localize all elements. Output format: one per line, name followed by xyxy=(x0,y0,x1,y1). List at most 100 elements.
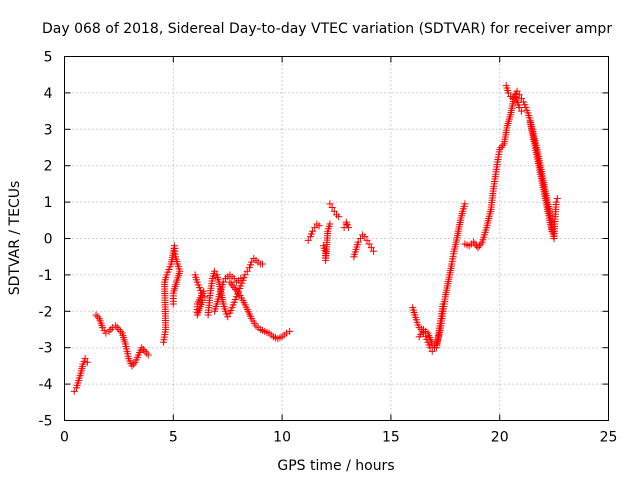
data-point xyxy=(144,351,152,359)
chart-title: Day 068 of 2018, Sidereal Day-to-day VTE… xyxy=(42,21,612,37)
data-point xyxy=(248,258,256,266)
x-axis-label: GPS time / hours xyxy=(277,458,394,474)
data-point xyxy=(282,329,290,337)
data-point xyxy=(199,296,207,304)
data-point xyxy=(237,275,245,283)
data-point xyxy=(230,275,238,283)
data-point xyxy=(475,242,483,250)
plot-frame xyxy=(64,56,609,421)
data-point xyxy=(513,87,521,95)
data-point xyxy=(243,267,251,275)
data-point xyxy=(128,362,136,370)
data-point xyxy=(504,89,512,97)
y-tick-label: 0 xyxy=(44,232,53,248)
data-point xyxy=(113,324,121,332)
data-point xyxy=(138,344,146,352)
data-point xyxy=(259,260,267,268)
data-point xyxy=(224,313,232,321)
data-point xyxy=(517,94,525,102)
data-point xyxy=(141,347,149,355)
x-tick-label: 5 xyxy=(169,430,178,446)
data-point xyxy=(315,222,323,230)
data-point xyxy=(241,271,249,279)
data-point xyxy=(107,326,115,333)
y-tick-label: -5 xyxy=(39,414,53,430)
data-point xyxy=(369,247,377,255)
data-point xyxy=(553,194,561,202)
data-point xyxy=(112,322,120,330)
y-tick-label: -2 xyxy=(39,304,53,320)
data-point xyxy=(311,224,319,232)
x-tick-labels: 0 5 10 15 20 25 xyxy=(60,430,617,446)
x-tick-label: 10 xyxy=(273,430,291,446)
data-point xyxy=(81,355,89,363)
data-point xyxy=(461,200,469,208)
data-point xyxy=(230,284,238,292)
data-point xyxy=(499,142,507,150)
data-point xyxy=(219,278,227,286)
data-point xyxy=(227,280,235,288)
data-point xyxy=(363,236,371,244)
data-point xyxy=(139,346,147,354)
data-point xyxy=(361,233,369,241)
grid-lines xyxy=(64,56,609,421)
data-point xyxy=(496,145,504,153)
data-point xyxy=(474,244,482,252)
data-point xyxy=(428,347,436,355)
data-point xyxy=(326,220,334,228)
y-axis-label: SDTVAR / TECUs xyxy=(7,181,23,296)
x-tick-label: 20 xyxy=(491,430,509,446)
y-tick-label: -1 xyxy=(39,268,53,284)
y-tick-label: 1 xyxy=(44,195,53,211)
data-point xyxy=(335,213,343,221)
data-point xyxy=(143,349,151,357)
data-point xyxy=(115,326,123,333)
y-tick-labels: -5 -4 -3 -2 -1 0 1 2 3 4 5 xyxy=(39,50,53,430)
data-point xyxy=(102,329,110,337)
data-point xyxy=(169,300,177,308)
data-point xyxy=(70,387,78,395)
y-tick-label: -4 xyxy=(39,377,53,393)
data-point xyxy=(367,244,375,252)
data-point xyxy=(309,227,317,235)
data-point xyxy=(226,278,234,286)
data-point xyxy=(354,238,362,246)
data-point xyxy=(201,293,209,301)
y-tick-label: 3 xyxy=(44,122,53,138)
data-point xyxy=(477,240,485,248)
data-point xyxy=(548,227,556,235)
data-point xyxy=(328,204,336,212)
data-point xyxy=(552,198,560,206)
data-point xyxy=(517,107,525,115)
data-point xyxy=(92,311,100,319)
x-tick-label: 15 xyxy=(382,430,400,446)
y-tick-label: 2 xyxy=(44,159,53,175)
y-tick-label: -3 xyxy=(39,341,53,357)
y-tick-label: 4 xyxy=(44,86,53,102)
data-point xyxy=(233,287,241,295)
data-points xyxy=(70,82,561,395)
data-point xyxy=(83,358,91,366)
data-point xyxy=(515,91,523,99)
data-point xyxy=(117,327,125,335)
x-tick-label: 0 xyxy=(60,430,69,446)
data-point xyxy=(105,327,113,335)
data-point xyxy=(304,236,312,244)
data-point xyxy=(356,235,364,242)
data-point xyxy=(365,240,373,248)
data-point xyxy=(497,144,505,151)
data-point xyxy=(326,200,334,208)
data-point xyxy=(439,300,447,308)
x-tick-label: 25 xyxy=(600,430,618,446)
data-point xyxy=(342,218,350,226)
data-point xyxy=(130,360,138,368)
data-point xyxy=(229,282,237,290)
data-point xyxy=(286,327,294,335)
data-point xyxy=(211,267,219,275)
data-point xyxy=(470,238,478,246)
data-point xyxy=(232,285,240,293)
data-point xyxy=(94,313,102,321)
y-tick-label: 5 xyxy=(44,50,53,66)
data-point xyxy=(330,207,338,215)
data-point xyxy=(515,103,523,111)
